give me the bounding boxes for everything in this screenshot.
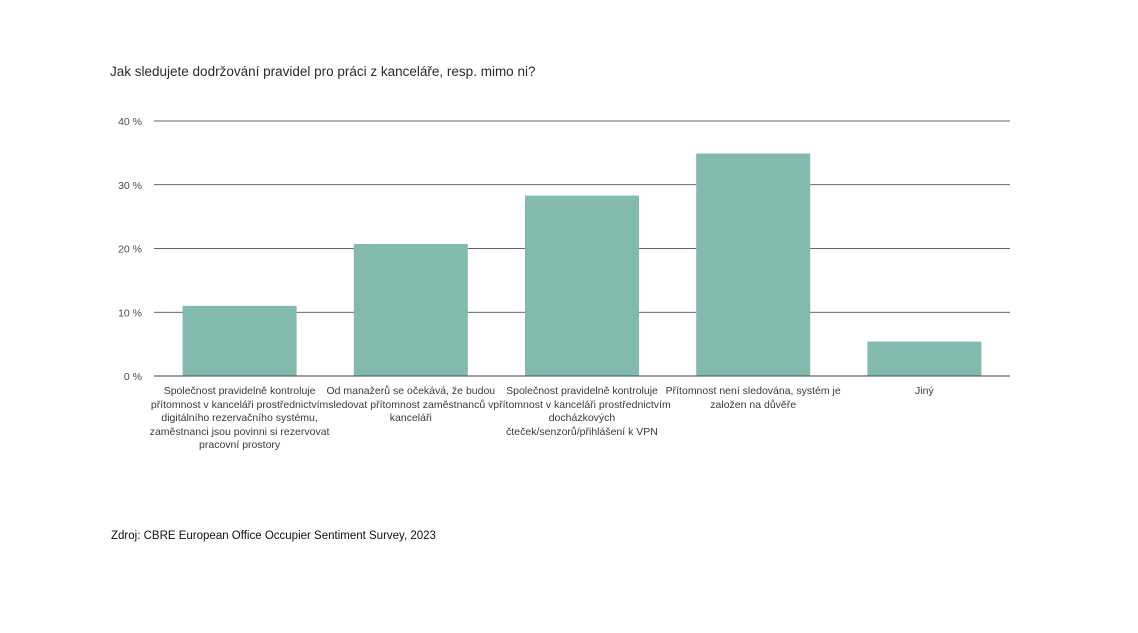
y-tick-label: 30 % <box>118 180 142 192</box>
x-category-label: Společnost pravidelně kontroluje přítomn… <box>149 385 330 451</box>
y-tick-label: 20 % <box>118 244 142 256</box>
bar-2 <box>353 244 468 376</box>
x-category-label: Od manažerů se očekává, že budou sledova… <box>326 385 496 424</box>
x-category-label: Přítomnost není sledována, systém je zal… <box>665 385 841 411</box>
x-category-label: Společnost pravidelně kontroluje přítomn… <box>493 385 671 438</box>
bar-4 <box>696 153 811 376</box>
y-tick-label: 0 % <box>124 371 142 383</box>
source-note: Zdroj: CBRE European Office Occupier Sen… <box>111 530 436 542</box>
bar-1 <box>182 305 297 376</box>
x-category-label: Jiný <box>915 385 934 397</box>
y-tick-label: 10 % <box>118 307 142 319</box>
y-axis-tick-labels: 0 % 10 % 20 % 30 % 40 % <box>118 116 142 383</box>
bars <box>154 153 1010 377</box>
chart-title: Jak sledujete dodržování pravidel pro pr… <box>110 64 536 79</box>
bar-5 <box>867 341 982 376</box>
bar-3 <box>525 195 639 376</box>
y-tick-label: 40 % <box>118 116 142 128</box>
